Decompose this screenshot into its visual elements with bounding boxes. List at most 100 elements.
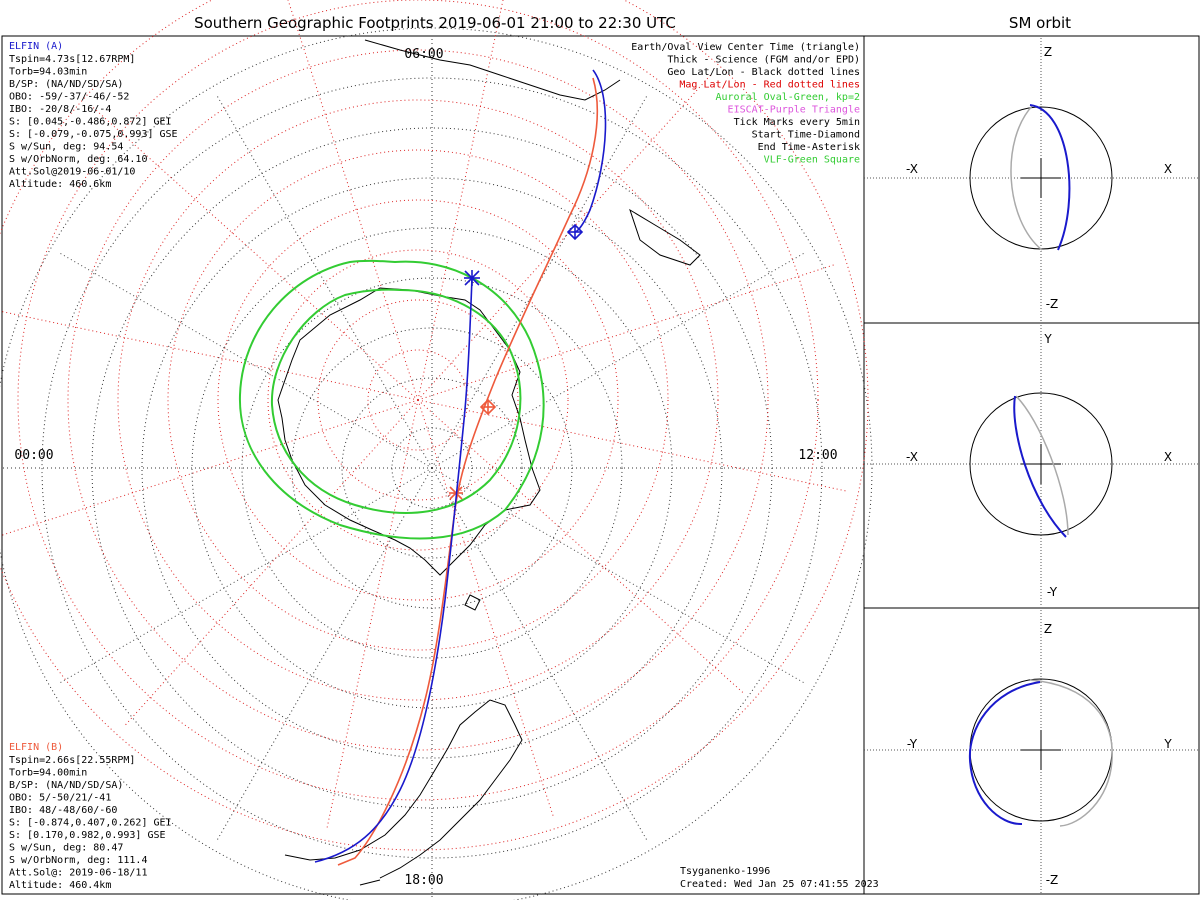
africa-coast (359, 879, 381, 886)
geo-lat-circle (241, 277, 623, 659)
elfin-a-info-line: Tspin=4.73s[12.67RPM] (9, 54, 135, 65)
sm-axis-top: Z (1044, 622, 1052, 636)
sm-axis-top: Z (1044, 45, 1052, 59)
mag-lat-circle (67, 49, 769, 751)
elfin-a-track (314, 69, 607, 863)
geo-latlon-grid (0, 27, 873, 900)
mag-lon-line (0, 310, 419, 401)
mag-lon-line (417, 399, 555, 819)
mag-lon-line (417, 263, 837, 401)
elfin-b-info-line: S w/Sun, deg: 80.47 (9, 843, 123, 854)
sm-orbit-gray (1010, 104, 1043, 251)
geo-lat-circle (0, 27, 873, 900)
legend: Earth/Oval View Center Time (triangle) Th… (631, 42, 860, 166)
elfin-b-info-line: IBO: 48/-48/60/-60 (9, 805, 117, 816)
mag-lon-line (417, 399, 849, 492)
elfin-a-path-2 (314, 277, 473, 863)
elfin-b-info-line: Altitude: 460.4km (9, 880, 111, 891)
elfin-b-info: ELFIN (B) Tspin=2.66s[22.55RPM] Torb=94.0… (9, 742, 172, 891)
elfin-a-info-line: Torb=94.03min (9, 67, 87, 78)
geo-lon-line (431, 467, 648, 841)
mag-lat-circle (17, 0, 819, 801)
legend-entry: Geo Lat/Lon - Black dotted lines (667, 67, 860, 78)
legend-entry: VLF-Green Square (764, 155, 860, 166)
elfin-a-info: ELFIN (A) Tspin=4.73s[12.67RPM] Torb=94.0… (9, 41, 178, 190)
auroral-oval-inner (270, 288, 522, 514)
legend-entry: Thick - Science (FGM and/or EPD) (667, 55, 860, 66)
sm-orbit-gray (1015, 395, 1069, 536)
elfin-b-start-diamond (479, 398, 497, 416)
mag-lat-circle (267, 249, 569, 551)
mag-lon-line (417, 399, 746, 695)
antarctica-coast (277, 287, 541, 576)
legend-entry: End Time-Asterisk (758, 142, 860, 153)
sm-orbit-blue (968, 681, 1041, 826)
elfin-a-start-diamond (566, 223, 584, 241)
geo-lon-line (216, 467, 433, 841)
sm-panel-xz: Z -Z -X X (864, 38, 1199, 322)
sm-frame (863, 35, 1200, 895)
elfin-a-info-line: S w/Sun, deg: 94.54 (9, 142, 123, 153)
elfin-a-info-line: Altitude: 460.6km (9, 179, 111, 190)
elfin-b-info-line: Att.Sol@: 2019-06-18/11 (9, 868, 147, 879)
sm-axis-left: -Y (907, 737, 918, 751)
legend-entry: EISCAT-Purple Triangle (728, 105, 860, 116)
sm-orbit-gray (1029, 679, 1113, 827)
elfin-a-path (574, 69, 607, 233)
sm-axis-bottom: -Y (1047, 585, 1058, 599)
elfin-b-info-line: OBO: 5/-50/21/-41 (9, 793, 111, 804)
credit-model: Tsyganenko-1996 (680, 866, 770, 877)
geo-lon-line (216, 95, 433, 469)
mag-lon-line (287, 0, 419, 401)
sm-panel-xy: Y -Y -X X (864, 325, 1199, 606)
mag-latlon-grid (0, 0, 869, 851)
mag-lat-circle (167, 149, 669, 651)
sm-earth-outline (969, 392, 1113, 536)
mag-lon-line (326, 399, 419, 831)
geo-lat-circle (141, 177, 723, 759)
elfin-b-info-line: B/SP: (NA/ND/SD/SA) (9, 780, 123, 791)
elfin-a-name: ELFIN (A) (9, 41, 63, 52)
mag-lat-circle (0, 0, 869, 851)
mlt-label-left: 00:00 (14, 448, 53, 463)
mag-lon-line (417, 0, 504, 401)
sm-axis-left: -X (906, 450, 918, 464)
elfin-b-info-line: Tspin=2.66s[22.55RPM] (9, 755, 135, 766)
elfin-b-path (337, 77, 599, 866)
mag-lat-circle (217, 199, 619, 601)
mag-lon-line (90, 105, 419, 401)
elfin-a-end-asterisk (464, 270, 480, 286)
geo-lat-circle (41, 77, 823, 859)
geo-lon-line (431, 252, 805, 469)
legend-entry: Earth/Oval View Center Time (triangle) (631, 42, 860, 53)
geo-lon-line (59, 467, 433, 684)
legend-entry: Auroral Oval-Green, kp=2 (716, 92, 861, 103)
elfin-b-track (337, 77, 599, 866)
island-coast (464, 594, 481, 611)
elfin-b-info-line: S w/OrbNorm, deg: 111.4 (9, 855, 147, 866)
elfin-a-info-line: Att.Sol@2019-06-01/10 (9, 167, 135, 178)
geo-lon-line (431, 467, 805, 684)
legend-entry: Mag Lat/Lon - Red dotted lines (679, 80, 860, 91)
elfin-a-info-line: B/SP: (NA/ND/SD/SA) (9, 79, 123, 90)
mag-lat-circle (367, 349, 469, 451)
mag-lon-line (123, 399, 419, 728)
sm-axis-right: X (1164, 450, 1172, 464)
auroral-oval (238, 259, 545, 540)
sm-axis-bottom: -Z (1046, 873, 1059, 887)
elfin-b-info-line: S: [0.170,0.982,0.993] GSE (9, 830, 166, 841)
coastlines (277, 39, 701, 886)
mag-lat-circle (317, 299, 519, 501)
legend-entry: Tick Marks every 5min (734, 117, 860, 128)
mlt-label-top: 06:00 (404, 47, 443, 62)
new-zealand-coast (629, 208, 701, 266)
mag-lat-circle (117, 99, 719, 701)
elfin-b-info-line: S: [-0.874,0.407,0.262] GEI (9, 818, 172, 829)
geo-lat-circle (341, 377, 523, 559)
mag-lon-line (0, 399, 419, 537)
elfin-a-info-line: IBO: -20/8/-16/-4 (9, 104, 111, 115)
elfin-a-info-line: S: [0.045,-0.486,0.872] GEI (9, 117, 172, 128)
credit-created: Created: Wed Jan 25 07:41:55 2023 (680, 879, 879, 890)
mlt-label-right: 12:00 (798, 448, 837, 463)
sm-orbit-title: SM orbit (1009, 14, 1071, 32)
